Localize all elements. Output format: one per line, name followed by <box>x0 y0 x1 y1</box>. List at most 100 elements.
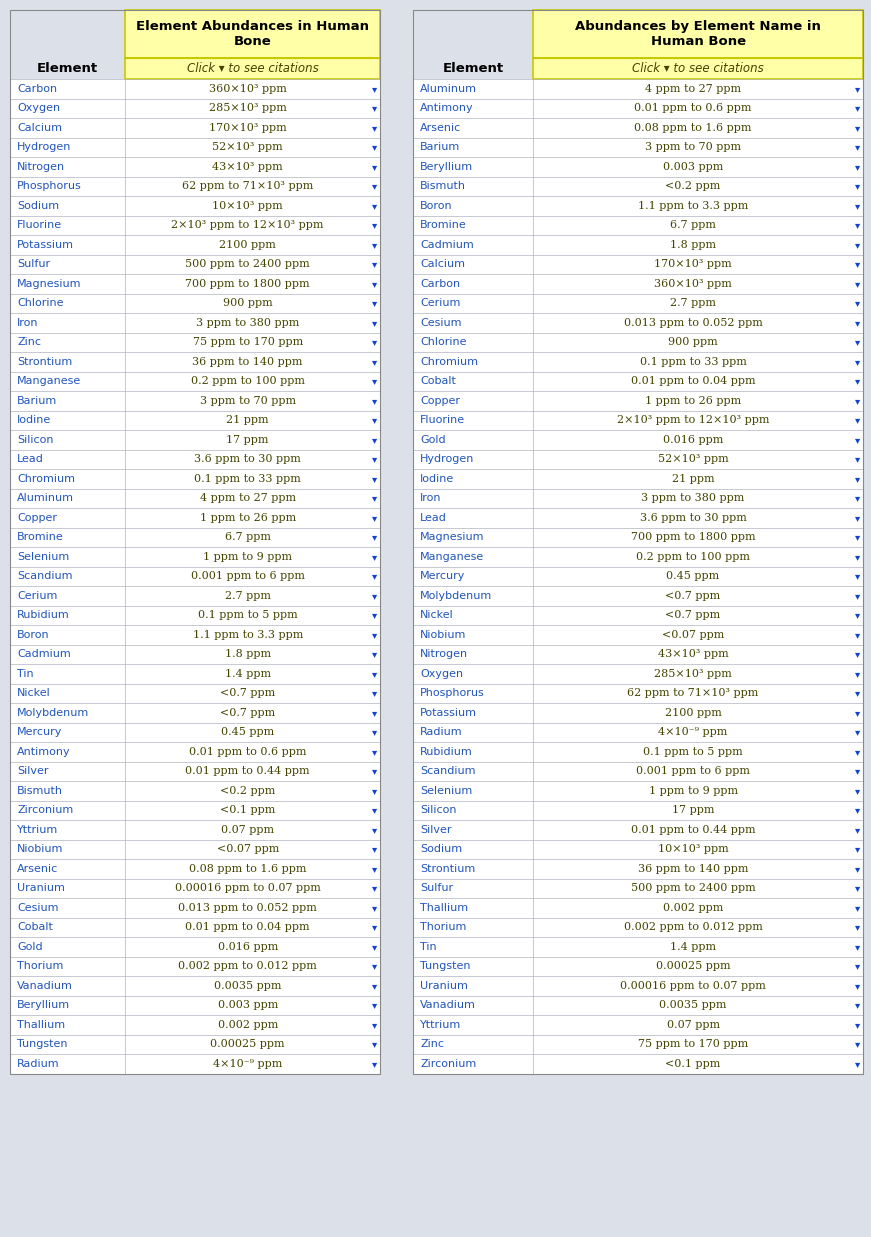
Text: 0.01 ppm to 0.6 ppm: 0.01 ppm to 0.6 ppm <box>189 747 307 757</box>
Text: Vanadium: Vanadium <box>17 981 73 991</box>
Bar <box>10 664 125 684</box>
Text: ▾: ▾ <box>373 298 378 308</box>
Bar <box>10 1054 125 1074</box>
Text: Phosphorus: Phosphorus <box>17 182 82 192</box>
Bar <box>533 118 863 137</box>
Bar <box>413 742 533 762</box>
Text: ▾: ▾ <box>855 532 861 542</box>
Text: ▾: ▾ <box>855 200 861 210</box>
Text: ▾: ▾ <box>373 1039 378 1049</box>
Text: Uranium: Uranium <box>420 981 468 991</box>
Text: 36 ppm to 140 ppm: 36 ppm to 140 ppm <box>192 356 303 366</box>
Bar <box>125 353 380 371</box>
Bar <box>413 118 533 137</box>
Text: ▾: ▾ <box>855 142 861 152</box>
Text: Hydrogen: Hydrogen <box>17 142 71 152</box>
Bar <box>413 878 533 898</box>
Text: Manganese: Manganese <box>420 552 484 562</box>
Bar <box>125 215 380 235</box>
Text: ▾: ▾ <box>373 863 378 873</box>
Text: 500 ppm to 2400 ppm: 500 ppm to 2400 ppm <box>186 260 310 270</box>
Bar <box>125 762 380 781</box>
Text: ▾: ▾ <box>373 610 378 620</box>
Text: 75 ppm to 170 ppm: 75 ppm to 170 ppm <box>192 338 303 348</box>
Text: Selenium: Selenium <box>420 785 472 795</box>
Text: 0.45 ppm: 0.45 ppm <box>666 571 719 581</box>
Bar <box>533 255 863 275</box>
Text: ▾: ▾ <box>373 162 378 172</box>
Bar <box>533 918 863 936</box>
Text: 0.2 ppm to 100 ppm: 0.2 ppm to 100 ppm <box>191 376 305 386</box>
Bar <box>533 293 863 313</box>
Text: <0.7 ppm: <0.7 ppm <box>220 708 275 717</box>
Text: 1 ppm to 26 ppm: 1 ppm to 26 ppm <box>645 396 741 406</box>
Text: ▾: ▾ <box>855 220 861 230</box>
Bar <box>10 353 125 371</box>
Bar <box>533 742 863 762</box>
Text: 0.01 ppm to 0.44 ppm: 0.01 ppm to 0.44 ppm <box>631 825 755 835</box>
Text: ▾: ▾ <box>855 434 861 445</box>
Bar <box>10 449 125 469</box>
Bar <box>125 586 380 605</box>
Bar <box>413 976 533 996</box>
Text: ▾: ▾ <box>855 571 861 581</box>
Bar <box>533 449 863 469</box>
Text: ▾: ▾ <box>855 240 861 250</box>
Text: Chlorine: Chlorine <box>420 338 467 348</box>
Text: Lead: Lead <box>17 454 44 464</box>
Text: 0.016 ppm: 0.016 ppm <box>218 941 278 951</box>
Text: ▾: ▾ <box>373 844 378 855</box>
Text: ▾: ▾ <box>373 338 378 348</box>
Bar <box>125 508 380 527</box>
Text: Cerium: Cerium <box>17 591 57 601</box>
Text: 0.1 ppm to 33 ppm: 0.1 ppm to 33 ppm <box>639 356 746 366</box>
Bar <box>10 996 125 1016</box>
Text: 0.002 ppm to 0.012 ppm: 0.002 ppm to 0.012 ppm <box>179 961 317 971</box>
Bar <box>533 58 863 79</box>
Text: ▾: ▾ <box>855 903 861 913</box>
Text: Chromium: Chromium <box>17 474 75 484</box>
Bar <box>413 353 533 371</box>
Bar <box>413 858 533 878</box>
Text: 0.2 ppm to 100 ppm: 0.2 ppm to 100 ppm <box>636 552 750 562</box>
Bar <box>413 820 533 840</box>
Bar <box>533 820 863 840</box>
Text: ▾: ▾ <box>373 103 378 114</box>
Text: ▾: ▾ <box>373 513 378 523</box>
Text: Gold: Gold <box>17 941 43 951</box>
Text: 2100 ppm: 2100 ppm <box>665 708 721 717</box>
Text: <0.1 ppm: <0.1 ppm <box>220 805 275 815</box>
Text: Selenium: Selenium <box>17 552 70 562</box>
Bar <box>125 527 380 547</box>
Bar <box>10 177 125 195</box>
Text: Potassium: Potassium <box>420 708 477 717</box>
Text: Rubidium: Rubidium <box>420 747 473 757</box>
Bar <box>413 567 533 586</box>
Text: ▾: ▾ <box>373 688 378 698</box>
Text: Gold: Gold <box>420 434 446 445</box>
Text: ▾: ▾ <box>373 182 378 192</box>
Bar <box>125 1016 380 1034</box>
Bar <box>413 371 533 391</box>
Bar <box>125 371 380 391</box>
Bar <box>533 1034 863 1054</box>
Text: Boron: Boron <box>17 630 50 640</box>
Text: Niobium: Niobium <box>17 844 64 855</box>
Text: 62 ppm to 71×10³ ppm: 62 ppm to 71×10³ ppm <box>182 182 314 192</box>
Text: Yttrium: Yttrium <box>17 825 58 835</box>
Text: Bromine: Bromine <box>17 532 64 542</box>
Text: Cobalt: Cobalt <box>17 923 53 933</box>
Bar <box>10 10 380 1074</box>
Text: 360×10³ ppm: 360×10³ ppm <box>209 84 287 94</box>
Bar <box>533 800 863 820</box>
Bar <box>533 605 863 625</box>
Bar <box>533 333 863 353</box>
Text: 0.1 ppm to 33 ppm: 0.1 ppm to 33 ppm <box>194 474 301 484</box>
Bar <box>413 936 533 956</box>
Text: Thorium: Thorium <box>420 923 466 933</box>
Bar <box>533 684 863 703</box>
Text: 0.003 ppm: 0.003 ppm <box>663 162 723 172</box>
Bar <box>413 586 533 605</box>
Bar <box>10 508 125 527</box>
Text: 1.1 ppm to 3.3 ppm: 1.1 ppm to 3.3 ppm <box>638 200 748 210</box>
